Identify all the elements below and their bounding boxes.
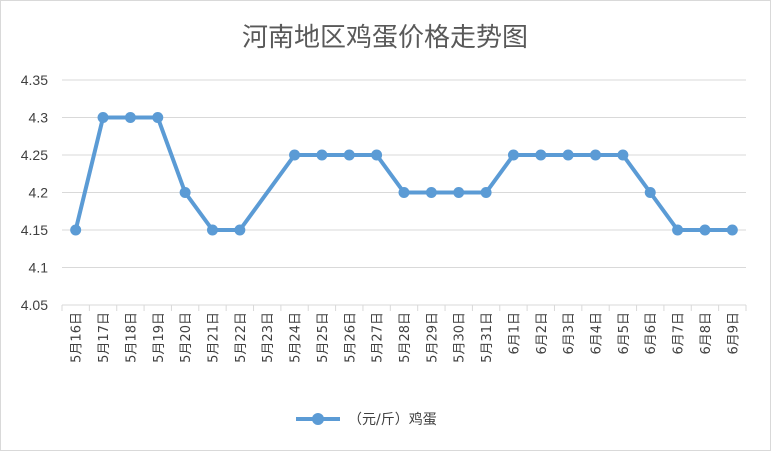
data-point <box>206 224 218 236</box>
x-tick-label: 5月28日 <box>398 312 413 363</box>
data-point <box>398 187 410 198</box>
data-point <box>179 187 191 198</box>
x-tick-label: 6月4日 <box>590 312 605 355</box>
x-tick-label: 5月23日 <box>261 312 276 363</box>
data-point <box>124 112 136 123</box>
x-tick-label: 6月7日 <box>672 312 687 355</box>
x-tick-label: 5月27日 <box>371 312 386 363</box>
x-tick-label: 5月17日 <box>97 312 112 363</box>
x-tick-label: 6月1日 <box>507 312 522 355</box>
x-tick-label: 5月19日 <box>152 312 167 363</box>
y-tick-label: 4.2 <box>29 185 49 201</box>
data-point <box>453 187 465 198</box>
x-tick-label: 5月29日 <box>425 312 440 363</box>
legend-marker <box>312 413 324 425</box>
data-point <box>425 187 437 198</box>
legend: （元/斤）鸡蛋 <box>296 411 437 428</box>
x-tick-label: 5月21日 <box>206 312 221 363</box>
x-tick-label: 6月2日 <box>535 312 550 355</box>
x-axis-tick-labels: 5月16日 5月17日 5月18日 5月19日 5月20日 5月21日 5月22日 5月23日… <box>70 312 742 363</box>
x-tick-label: 5月25日 <box>316 312 331 363</box>
data-point <box>70 224 82 236</box>
data-point <box>617 149 629 161</box>
x-tick-label: 5月20日 <box>179 312 194 363</box>
chart-title: 河南地区鸡蛋价格走势图 <box>242 23 528 53</box>
y-tick-label: 4.15 <box>21 222 48 238</box>
data-point <box>343 149 355 161</box>
data-point <box>590 149 602 161</box>
data-point <box>644 187 656 198</box>
data-point <box>562 149 574 161</box>
x-tick-label: 5月31日 <box>480 312 495 363</box>
x-tick-label: 5月26日 <box>343 312 358 363</box>
series-eggs <box>70 112 738 236</box>
data-point <box>371 149 383 161</box>
data-point <box>672 224 684 236</box>
data-point <box>316 149 328 161</box>
series-line <box>73 115 733 232</box>
x-tick-label: 5月16日 <box>70 312 85 363</box>
data-point <box>480 187 492 198</box>
data-point <box>507 149 519 161</box>
data-point <box>97 112 109 123</box>
x-tick-label: 5月24日 <box>289 312 304 363</box>
y-tick-label: 4.1 <box>29 260 49 276</box>
gridlines <box>62 79 746 306</box>
x-tick-label: 6月5日 <box>617 312 632 355</box>
data-point <box>152 112 164 123</box>
data-point <box>234 224 246 236</box>
x-tick-label: 5月30日 <box>453 312 468 363</box>
x-axis <box>61 305 747 311</box>
data-point <box>535 149 547 161</box>
y-axis-tick-labels: 4.05 4.1 4.15 4.2 4.25 4.3 4.35 <box>21 72 48 313</box>
y-tick-label: 4.35 <box>21 72 48 88</box>
data-point <box>289 149 301 161</box>
x-tick-label: 5月18日 <box>124 312 139 363</box>
y-tick-label: 4.3 <box>29 110 49 126</box>
x-tick-label: 6月8日 <box>699 312 714 355</box>
x-tick-label: 6月9日 <box>726 312 741 355</box>
x-tick-label: 6月6日 <box>644 312 659 355</box>
y-tick-label: 4.25 <box>21 147 48 163</box>
x-tick-label: 5月22日 <box>234 312 249 363</box>
legend-label: （元/斤）鸡蛋 <box>348 411 437 428</box>
x-tick-label: 6月3日 <box>562 312 577 355</box>
data-point <box>726 224 738 236</box>
y-tick-label: 4.05 <box>21 297 48 313</box>
data-point <box>699 224 711 236</box>
